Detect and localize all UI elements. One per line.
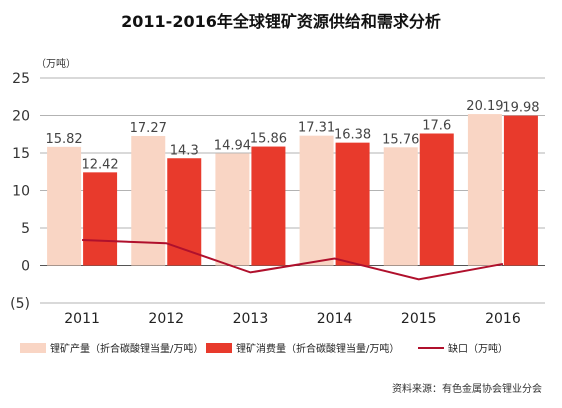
bar-consumption	[251, 146, 286, 266]
bar-consumption	[335, 142, 370, 266]
legend-label-gap: 缺口（万吨）	[448, 344, 508, 355]
legend-label-consumption: 锂矿消费量（折合碳酸锂当量/万吨）	[236, 344, 400, 355]
x-tick-label: 2013	[233, 311, 269, 327]
data-label-consumption: 19.98	[502, 101, 539, 116]
y-tick-label: 0	[21, 259, 30, 275]
x-tick-label: 2015	[401, 311, 437, 327]
legend-item-consumption: 锂矿消费量（折合碳酸锂当量/万吨）	[206, 340, 399, 355]
x-tick-label: 2016	[485, 311, 521, 327]
bar-production	[215, 153, 250, 266]
bar-production	[383, 147, 418, 266]
legend-swatch-gap	[418, 346, 444, 349]
bar-production	[299, 135, 334, 266]
y-tick-label: 10	[12, 184, 30, 200]
bar-consumption	[419, 133, 454, 266]
data-label-production: 14.94	[214, 138, 251, 153]
data-label-consumption: 17.6	[422, 119, 451, 134]
legend-label-production: 锂矿产量（折合碳酸锂当量/万吨）	[50, 344, 204, 355]
y-tick-label: 5	[21, 221, 30, 237]
data-label-consumption: 14.3	[170, 143, 199, 158]
data-label-consumption: 12.42	[81, 157, 118, 172]
bar-production	[47, 146, 82, 266]
data-label-production: 15.82	[45, 132, 82, 147]
chart-title: 2011-2016年全球锂矿资源供给和需求分析	[121, 12, 441, 31]
data-label-production: 20.19	[466, 99, 503, 114]
data-label-consumption: 16.38	[334, 128, 371, 143]
data-label-production: 15.76	[382, 132, 419, 147]
y-tick-label: 25	[12, 71, 30, 87]
data-label-consumption: 15.86	[250, 132, 287, 147]
data-label-production: 17.31	[298, 121, 335, 136]
x-tick-label: 2012	[148, 311, 184, 327]
legend-swatch-consumption	[206, 342, 232, 353]
legend-item-gap: 缺口（万吨）	[418, 340, 508, 355]
bar-production	[467, 114, 502, 266]
x-tick-label: 2014	[317, 311, 353, 327]
y-tick-label: 20	[12, 109, 30, 125]
y-tick-label: 15	[12, 146, 30, 162]
bar-consumption	[83, 172, 118, 266]
y-axis-unit: （万吨）	[36, 59, 76, 70]
source-note: 资料来源：有色金属协会锂业分会	[392, 384, 542, 395]
y-tick-label: (5)	[10, 296, 30, 312]
data-label-production: 17.27	[130, 121, 167, 136]
bar-consumption	[167, 158, 202, 266]
bar-production	[131, 135, 166, 266]
legend-item-production: 锂矿产量（折合碳酸锂当量/万吨）	[20, 340, 203, 355]
x-tick-label: 2011	[64, 311, 100, 327]
line-gap	[82, 239, 504, 281]
bar-consumption	[503, 115, 538, 266]
legend-swatch-production	[20, 342, 46, 353]
